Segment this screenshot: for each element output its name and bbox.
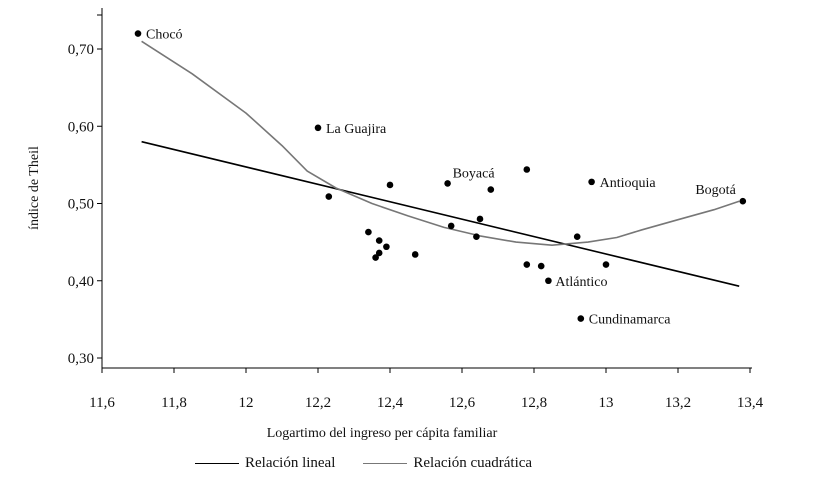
legend-label-linear: Relación lineal [245,455,336,471]
data-point [411,251,419,258]
data-point [602,261,610,268]
point-label: Cundinamarca [589,313,671,328]
data-point [375,249,383,257]
y-tick-label: 0,30 [68,351,94,367]
legend-line-linear-swatch [195,463,239,464]
x-tick-label: 12,4 [377,395,404,411]
x-tick-label: 13 [599,395,614,411]
data-point [523,261,531,268]
point-label: Chocó [146,28,183,43]
data-points [134,30,747,322]
data-point [588,178,595,186]
data-point [537,262,545,270]
y-tick-label: 0,40 [68,274,94,290]
legend-item-linear: Relación lineal [195,455,335,472]
y-tick-label: 0,60 [68,119,94,135]
data-point [473,233,480,241]
y-axis-title: índice de Theil [27,146,42,230]
data-point [134,30,142,37]
x-axis-title: Logartimo del ingreso per cápita familia… [267,426,498,441]
legend-label-quadratic: Relación cuadrática [413,455,533,471]
x-tick-label: 12 [239,395,254,411]
y-tick-label: 0,50 [68,197,94,213]
point-label: Antioquia [600,176,657,191]
data-point [545,277,552,285]
point-labels: Chocó La Guajira Boyacá Antioquia Bogotá Atlá… [146,28,737,328]
point-label: La Guajira [326,122,387,137]
data-point [375,237,383,244]
x-tick-label: 12,8 [521,395,547,411]
data-point [523,166,531,173]
legend: Relación lineal Relación cuadrática [195,455,560,472]
data-point [365,228,372,236]
data-point [487,186,495,193]
x-tick-label: 11,6 [89,395,115,411]
data-point [386,181,394,189]
data-point [444,180,451,187]
data-point [577,315,585,322]
data-point [314,124,322,132]
data-point [372,254,379,261]
legend-line-quadratic-swatch [363,463,408,464]
x-tick-label: 13,4 [737,395,764,411]
data-point [739,197,747,205]
data-point [476,215,484,223]
point-label: Boyacá [453,166,496,181]
y-tick-label: 0,70 [68,42,94,58]
data-point [383,243,390,251]
quadratic-fit-line [141,40,740,246]
x-tick-label: 13,2 [665,395,691,411]
data-point [325,193,333,200]
legend-item-quadratic: Relación cuadrática [363,455,532,472]
x-tick-label: 12,2 [305,395,331,411]
fit-lines [141,40,740,287]
linear-fit-line [141,140,740,287]
point-label: Bogotá [695,183,736,198]
axes: 0,30 0,40 0,50 0,60 0,70 11,6 11,8 12 12,2 12,4 12… [27,8,764,441]
point-label: Atlántico [555,275,607,290]
data-point [447,222,455,230]
x-tick-label: 12,6 [449,395,476,411]
data-point [573,233,581,241]
x-tick-label: 11,8 [161,395,187,411]
